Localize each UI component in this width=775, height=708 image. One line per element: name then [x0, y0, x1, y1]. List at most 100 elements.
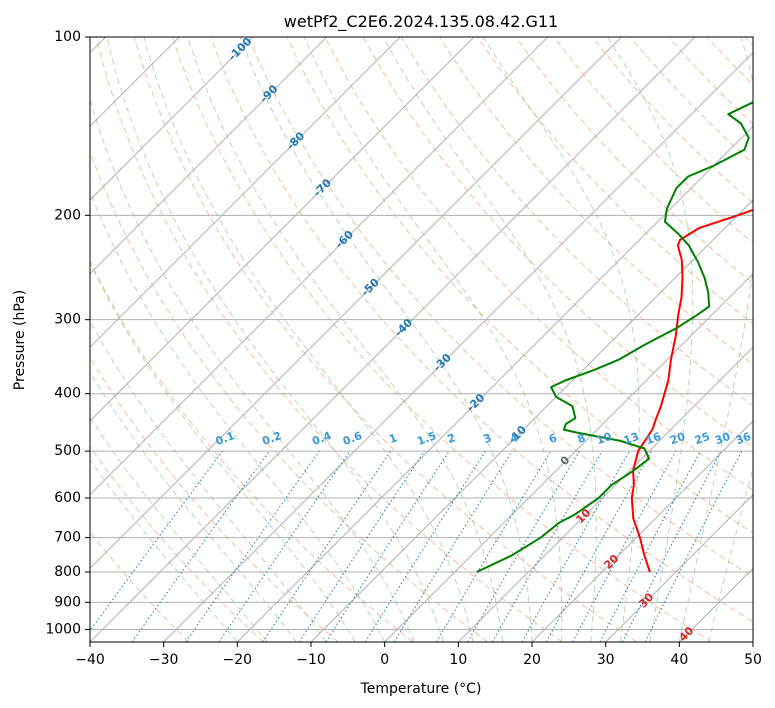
mixing-ratio-label: 6: [547, 431, 559, 446]
mixing-ratio-label: 1.5: [415, 429, 438, 448]
isotherm-line: [90, 37, 401, 349]
mixing-ratio-line: [262, 450, 392, 642]
x-axis: −40 −30 −20 −10 0 10 20 30 40 50: [75, 642, 762, 668]
dry-adiabat-line: [171, 37, 712, 642]
moist-adiabat-line: [678, 37, 753, 642]
moist-adiabat-line: [607, 37, 694, 642]
moist-adiabat-line: [482, 37, 640, 642]
mixing-ratio-line: [218, 450, 351, 642]
moist-adiabat-line: [90, 261, 356, 642]
dry-adiabat-line: [90, 356, 339, 642]
dry-adiabat-line: [90, 445, 264, 642]
isotherms: [90, 37, 753, 642]
mixing-ratio-line: [545, 450, 653, 642]
mixing-ratio-line: [90, 450, 223, 632]
temperature-profile-line: [630, 208, 753, 573]
mixing-ratio-label: 36: [734, 430, 753, 448]
moist-adiabat-line: [90, 190, 386, 642]
dry-adiabats: [90, 37, 753, 642]
moist-adiabat-line: [143, 37, 474, 642]
mixing-ratio-line: [572, 450, 677, 642]
moist-adiabat-line: [90, 458, 238, 642]
mixing-ratio-line: [644, 450, 743, 642]
dry-adiabat-line: [248, 37, 753, 578]
moist-adiabat-line: [187, 37, 503, 642]
mixing-ratio-line: [325, 450, 450, 642]
y-axis-label: Pressure (hPa): [12, 290, 28, 390]
x-tick-label: 20: [523, 652, 541, 668]
moist-adiabat-line: [303, 37, 563, 642]
x-axis-label: Temperature (°C): [360, 681, 482, 697]
moist-adiabat-line: [708, 466, 753, 642]
mixing-ratio-label: 16: [644, 430, 663, 448]
mixing-ratio-lines: [90, 450, 743, 642]
y-tick-label: 300: [54, 312, 81, 328]
mixing-ratio-label: 25: [693, 430, 712, 447]
isotherm-line: [90, 37, 475, 422]
dry-adiabat-line: [515, 37, 753, 284]
mixing-ratio-label: 0.4: [310, 429, 333, 448]
isotherm-line: [90, 37, 254, 201]
mixing-ratio-line: [298, 450, 425, 642]
profile-series: [476, 101, 753, 573]
x-tick-label: 50: [744, 652, 762, 668]
mixing-ratio-line: [521, 450, 630, 642]
dry-adiabat-line: [286, 37, 753, 534]
dry-adiabat-line: [133, 37, 638, 642]
x-tick-label: −10: [296, 652, 326, 668]
y-tick-label: 400: [54, 386, 81, 402]
dry-adiabat-line: [95, 37, 563, 642]
isotherm-line: [605, 493, 753, 642]
mixing-ratio-line: [131, 450, 270, 642]
mixing-ratio-label: 3: [482, 431, 494, 446]
y-tick-label: 800: [54, 564, 81, 580]
isotherm-line: [236, 125, 753, 642]
y-tick-label: 500: [54, 443, 81, 459]
isotherm-line: [163, 51, 753, 642]
mixing-ratio-label: 30: [713, 430, 732, 448]
mixing-ratio-label: 0.1: [214, 429, 237, 448]
mixing-ratio-label: 0.2: [260, 429, 283, 448]
pressure-gridlines: [90, 37, 753, 630]
mixing-ratio-label: 1: [387, 431, 399, 446]
moist-adiabat-line: [90, 416, 268, 642]
y-tick-label: 200: [54, 207, 81, 223]
moist-adiabat-line: [90, 370, 297, 642]
mixing-ratio-line: [393, 450, 513, 642]
x-tick-label: 0: [380, 652, 389, 668]
mixing-ratio-label: 0.6: [341, 429, 364, 448]
y-axis: 100 200 300 400 500 600 700 800 900 1000: [45, 29, 90, 637]
dewpoint-profile-line: [476, 101, 753, 573]
mixing-ratio-line: [185, 450, 320, 642]
y-tick-label: 100: [54, 29, 81, 45]
isotherm-line: [90, 37, 696, 642]
x-tick-label: 10: [449, 652, 467, 668]
moist-adiabat-line: [106, 37, 445, 642]
x-tick-label: −30: [149, 652, 179, 668]
moist-adiabat-line: [382, 37, 597, 642]
mixing-ratio-label: 4: [508, 431, 520, 446]
isotherm-line: [310, 199, 753, 642]
mixing-ratio-label: 13: [622, 430, 641, 447]
isotherm-line: [90, 37, 328, 275]
y-tick-label: 900: [54, 594, 81, 610]
chart-title: wetPf2_C2E6.2024.135.08.42.G11: [284, 12, 558, 32]
plot-frame: [89, 36, 754, 643]
y-tick-label: 700: [54, 530, 81, 546]
y-tick-label: 1000: [45, 621, 81, 637]
isotherm-line: [457, 346, 753, 642]
mixing-ratio-label: 8: [576, 431, 588, 446]
moist-adiabat-line: [239, 37, 533, 642]
x-tick-label: −40: [75, 652, 105, 668]
dry-adiabat-line: [210, 37, 753, 623]
isotherm-line: [531, 420, 753, 642]
isotherm-line: [90, 37, 549, 496]
y-tick-label: 600: [54, 490, 81, 506]
x-tick-label: 40: [670, 652, 688, 668]
mixing-ratio-label: 2: [446, 431, 458, 446]
moist-adiabat-line: [90, 320, 327, 642]
dry-adiabat-line: [90, 259, 414, 642]
isotherm-line: [90, 37, 622, 570]
